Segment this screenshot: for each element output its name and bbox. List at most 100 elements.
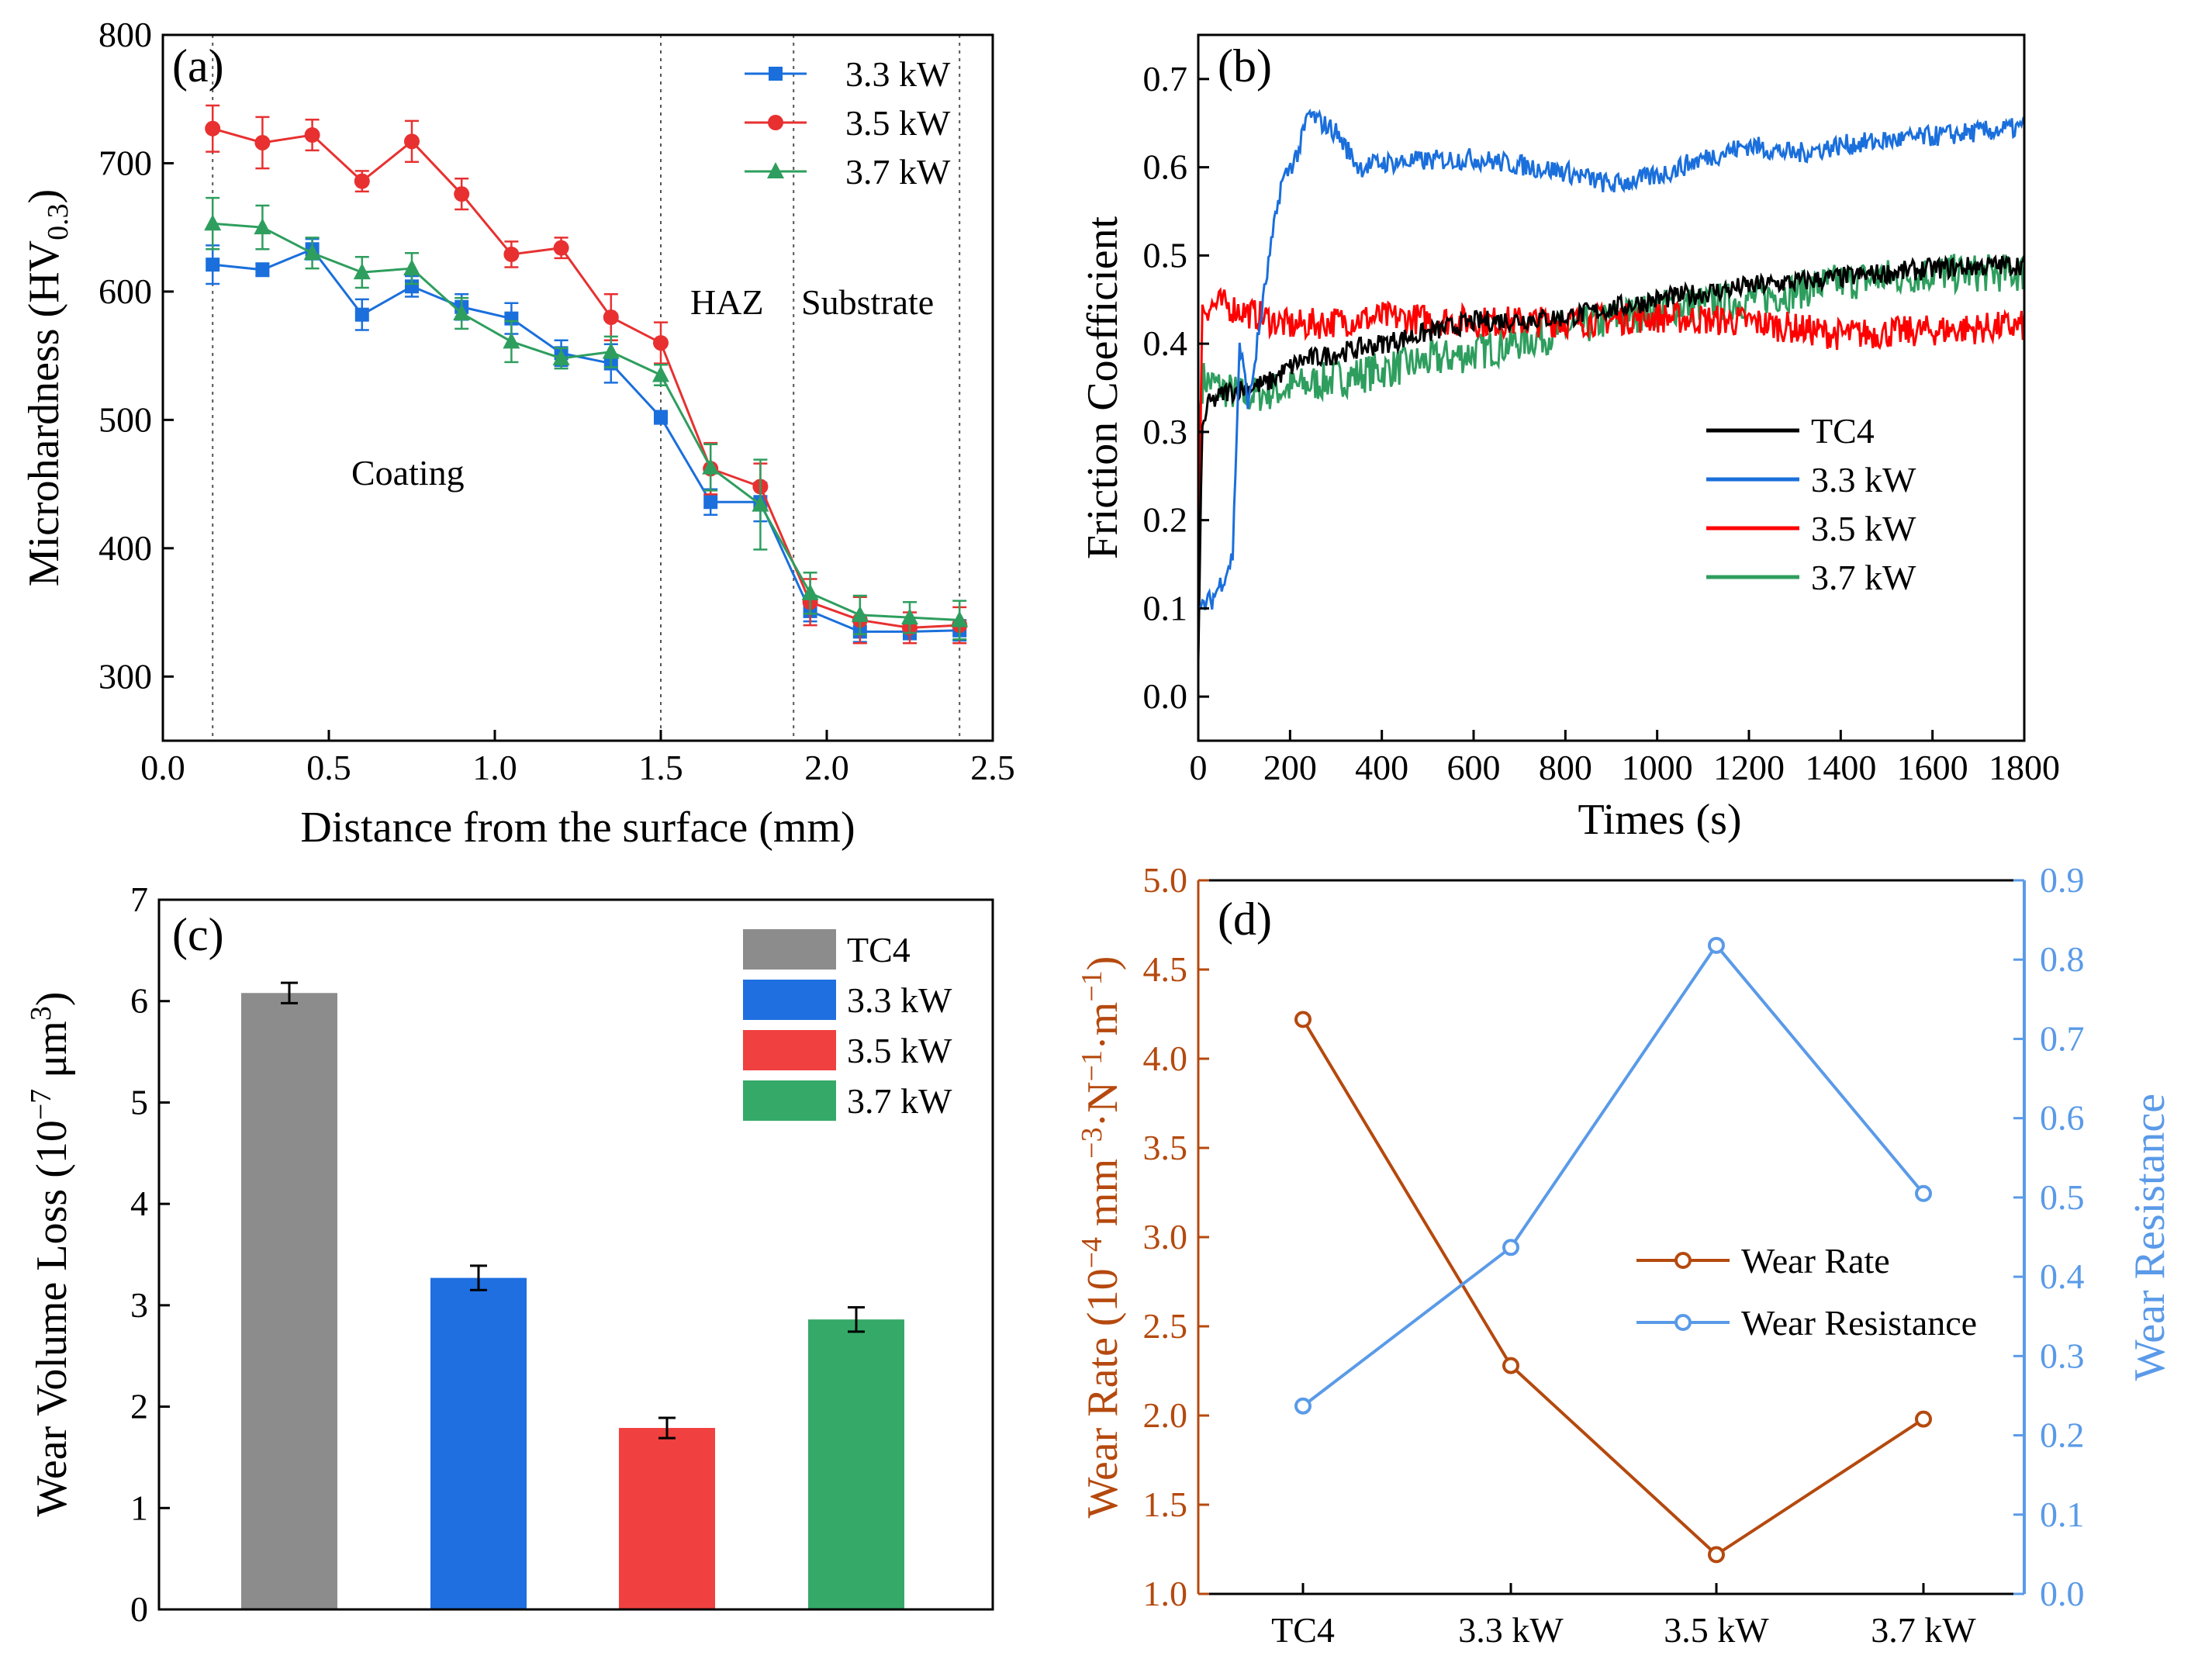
data-point [951,610,969,627]
x-tick-label-6: 1200 [1713,748,1785,787]
data-point [503,246,520,262]
series-line [213,247,960,633]
bar-3.5-kW [619,1428,715,1609]
series-line-3.5-kW [1197,287,2026,653]
panel-b-label: (b) [1218,40,1272,92]
left-y-tick-label-6: 4.0 [1143,1039,1188,1078]
data-point [553,240,569,256]
y-tick-label-0: 0 [130,1589,148,1629]
y-tick-label-4: 700 [98,143,152,182]
data-point [703,495,718,510]
data-point [453,304,471,321]
right-y-tick-label-1: 0.1 [2040,1495,2085,1534]
panel-b-ylabel: Friction Coefficient [1079,216,1127,559]
y-tick-label-7: 0.7 [1143,59,1188,99]
y-tick-label-5: 0.5 [1143,235,1188,275]
data-point [304,127,320,143]
panel-b-legend: TC4 3.3 kW 3.5 kW 3.7 kW [1706,411,1916,597]
x-tick-label-1: 0.5 [306,748,351,787]
panel-d-right-ylabel: Wear Resistance [2126,1094,2174,1381]
data-point [354,173,370,189]
y-tick-label-1: 400 [98,528,152,568]
legend-marker [1674,1252,1692,1269]
data-point [1915,1410,1932,1428]
x-tick-label-5: 1000 [1622,748,1693,787]
legend-swatch [743,980,836,1020]
data-point [254,134,271,150]
legend-label: 3.5 kW [845,103,951,143]
y-tick-label-3: 3 [130,1285,148,1325]
annotation-haz: HAZ [690,282,764,322]
panel-c-wear-volume: 0 1 2 3 4 5 6 7 (c) Wear Volume Loss (10−7 μm3)… [25,880,994,1629]
x-tick-label-2: 1.0 [472,748,517,787]
x-tick-label-3: 3.7 kW [1871,1610,1976,1650]
panel-a-microhardness: 0.0 0.5 1.0 1.5 2.0 2.5 300 400 500 600 700 800 (a)… [20,15,1015,852]
data-point [204,214,222,231]
series-line [212,127,960,629]
y-tick-label-3: 600 [98,271,152,311]
y-tick-label-4: 4 [130,1184,148,1223]
data-point [303,244,321,261]
right-y-tick-label-7: 0.7 [2040,1018,2085,1058]
data-point [653,335,669,351]
y-tick-label-4: 0.4 [1143,323,1188,363]
data-point [205,120,221,137]
panel-a-legend: 3.3 kW 3.5 kW 3.7 kW [745,54,951,192]
panel-d-left-ylabel: Wear Rate (10−4 mm−3·N−1·m−1) [1076,956,1127,1519]
left-y-tick-label-0: 1.0 [1143,1574,1188,1613]
x-tick-label-8: 1600 [1897,748,1968,787]
data-point [255,262,270,277]
x-tick-label-1: 200 [1263,748,1317,787]
legend-label: 3.7 kW [847,1081,952,1121]
y-tick-label-6: 0.6 [1143,147,1188,187]
x-tick-label-0: 0 [1190,748,1208,787]
panel-d-label: (d) [1218,894,1272,945]
legend-marker [767,162,784,178]
panel-a-plot-frame [161,33,994,742]
x-tick-label-0: 0.0 [140,748,185,787]
y-tick-label-2: 0.2 [1143,500,1188,540]
data-point [652,365,669,382]
x-tick-label-9: 1800 [1989,748,2060,787]
panel-b-xlabel: Times (s) [1578,796,1741,844]
legend-label: 3.5 kW [1811,509,1916,548]
data-point [503,332,520,349]
data-point [654,410,668,425]
right-y-tick-label-9: 0.9 [2040,860,2085,900]
data-point [1502,1239,1519,1257]
data-point [851,605,869,622]
y-tick-label-5: 800 [98,15,152,54]
legend-label: 3.3 kW [1811,460,1916,500]
x-tick-label-4: 800 [1539,748,1592,787]
y-tick-label-2: 500 [98,399,152,439]
right-y-tick-label-4: 0.4 [2040,1257,2085,1296]
left-y-tick-label-1: 1.5 [1143,1485,1188,1524]
data-point [603,309,619,325]
right-y-tick-label-6: 0.6 [2040,1098,2085,1138]
legend-label: 3.5 kW [847,1031,952,1070]
x-tick-label-3: 600 [1447,748,1501,787]
right-y-tick-label-2: 0.2 [2040,1416,2085,1455]
data-point [353,263,371,280]
panel-c-ylabel: Wear Volume Loss (10−7 μm3) [25,991,76,1516]
legend-label: 3.3 kW [845,54,951,94]
panel-a-ylabel: Microhardness (HV0.3) [20,189,74,587]
panel-d-legend: Wear Rate Wear Resistance [1636,1241,1977,1343]
left-y-tick-label-8: 5.0 [1143,860,1188,900]
y-tick-label-3: 0.3 [1143,412,1188,451]
y-tick-label-0: 0.0 [1143,676,1188,716]
series-line-TC4 [1197,254,2026,662]
legend-swatch [743,1080,836,1121]
x-tick-label-7: 1400 [1805,748,1876,787]
data-point [602,342,620,359]
x-tick-label-4: 2.0 [804,748,849,787]
series-line-3.7-kW [1197,254,2026,433]
panel-c-legend: TC4 3.3 kW 3.5 kW 3.7 kW [743,929,952,1121]
series-line [213,222,960,621]
legend-label: 3.7 kW [845,152,951,192]
legend-label: Wear Resistance [1741,1303,1977,1343]
data-point [404,133,420,150]
data-point [901,608,918,625]
legend-label: Wear Rate [1741,1241,1890,1281]
